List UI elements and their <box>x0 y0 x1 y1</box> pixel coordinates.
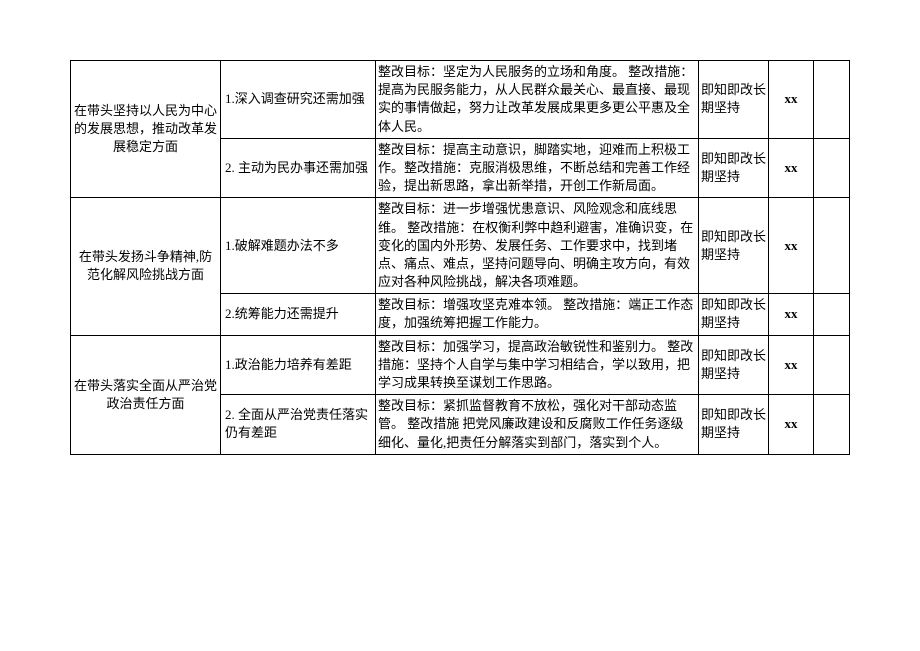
detail-cell: 整改目标：进一步增强忧患意识、风险观念和底线思维。 整改措施：在权衡利弊中趋利避… <box>376 198 699 294</box>
table-row: 在带头落实全面从严治党政治责任方面 1.政治能力培养有差距 整改目标：加强学习，… <box>71 335 850 395</box>
detail-cell: 整改目标：坚定为人民服务的立场和角度。 整改措施：提高为民服务能力，从人民群众最… <box>376 61 699 139</box>
person-cell: xx <box>769 198 814 294</box>
table-row: 在带头发扬斗争精神,防范化解风险挑战方面 1.破解难题办法不多 整改目标：进一步… <box>71 198 850 294</box>
empty-cell <box>814 138 850 198</box>
category-cell: 在带头坚持以人民为中心的发展思想，推动改革发展稳定方面 <box>71 61 221 198</box>
empty-cell <box>814 294 850 335</box>
rectification-table: 在带头坚持以人民为中心的发展思想，推动改革发展稳定方面 1.深入调查研究还需加强… <box>70 60 850 455</box>
issue-cell: 1.深入调查研究还需加强 <box>221 61 376 139</box>
detail-cell: 整改目标：提高主动意识，脚踏实地，迎难而上积极工作。整改措施：克服消极思维，不断… <box>376 138 699 198</box>
empty-cell <box>814 395 850 455</box>
detail-cell: 整改目标：紧抓监督教育不放松，强化对干部动态监管。 整改措施 把党风廉政建设和反… <box>376 395 699 455</box>
empty-cell <box>814 61 850 139</box>
issue-cell: 1.政治能力培养有差距 <box>221 335 376 395</box>
timing-cell: 即知即改长期坚持 <box>699 294 769 335</box>
issue-cell: 2. 全面从严治党责任落实仍有差距 <box>221 395 376 455</box>
timing-cell: 即知即改长期坚持 <box>699 61 769 139</box>
timing-cell: 即知即改长期坚持 <box>699 138 769 198</box>
empty-cell <box>814 335 850 395</box>
timing-cell: 即知即改长期坚持 <box>699 198 769 294</box>
person-cell: xx <box>769 294 814 335</box>
timing-cell: 即知即改长期坚持 <box>699 335 769 395</box>
timing-cell: 即知即改长期坚持 <box>699 395 769 455</box>
table-row: 在带头坚持以人民为中心的发展思想，推动改革发展稳定方面 1.深入调查研究还需加强… <box>71 61 850 139</box>
person-cell: xx <box>769 395 814 455</box>
category-cell: 在带头落实全面从严治党政治责任方面 <box>71 335 221 454</box>
category-cell: 在带头发扬斗争精神,防范化解风险挑战方面 <box>71 198 221 335</box>
detail-cell: 整改目标：增强攻坚克难本领。 整改措施：端正工作态度，加强统筹把握工作能力。 <box>376 294 699 335</box>
person-cell: xx <box>769 335 814 395</box>
empty-cell <box>814 198 850 294</box>
issue-cell: 1.破解难题办法不多 <box>221 198 376 294</box>
person-cell: xx <box>769 61 814 139</box>
person-cell: xx <box>769 138 814 198</box>
issue-cell: 2. 主动为民办事还需加强 <box>221 138 376 198</box>
issue-cell: 2.统筹能力还需提升 <box>221 294 376 335</box>
detail-cell: 整改目标：加强学习，提高政治敏锐性和鉴别力。 整改措施：坚持个人自学与集中学习相… <box>376 335 699 395</box>
